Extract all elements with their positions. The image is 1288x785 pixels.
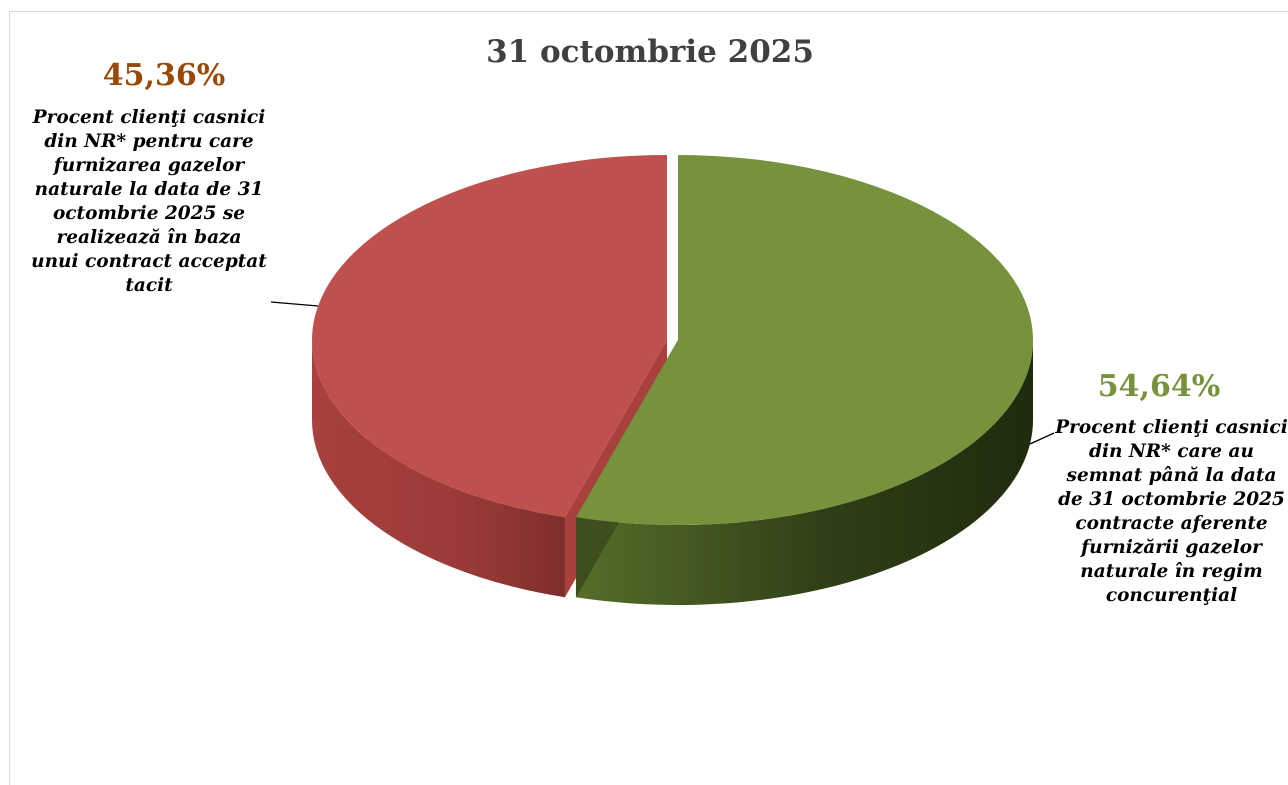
leader-line-green	[1029, 432, 1055, 445]
chart-frame	[9, 11, 1288, 785]
pie-slice-green	[575, 155, 1034, 605]
slice-category-label-green: Procent clienţi casnici din NR* care au …	[1055, 417, 1288, 606]
chart-title: 31 octombrie 2025	[486, 34, 814, 70]
slice-category-label-red: Procent clienţi casnici din NR* pentru c…	[31, 107, 267, 296]
slice-percent-label-green: 54,64%	[1097, 369, 1221, 404]
leader-line-red	[270, 301, 319, 307]
slice-percent-label-red: 45,36%	[102, 58, 226, 93]
